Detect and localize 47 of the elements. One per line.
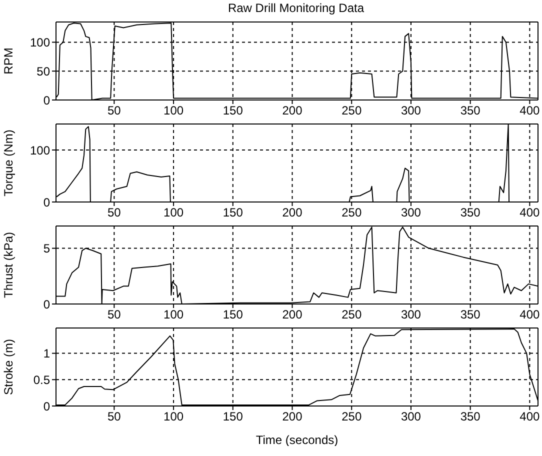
y-tick-label: 100 (30, 35, 50, 50)
x-tick-label: 50 (107, 308, 122, 322)
x-tick-label: 200 (282, 104, 303, 118)
x-tick-label: 100 (164, 308, 184, 322)
y-tick-label: 0 (43, 93, 50, 108)
x-tick-label: 250 (342, 308, 362, 322)
y-tick-label: 0 (43, 399, 50, 414)
y-tick-label: 1 (43, 346, 50, 361)
x-tick-label: 300 (400, 206, 422, 220)
y-tick-label: 0 (43, 195, 50, 210)
x-tick-label: 150 (222, 410, 244, 424)
x-tick-label: 250 (342, 206, 362, 220)
x-tick-label: 100 (164, 410, 184, 424)
x-tick-label: 350 (460, 104, 481, 118)
y-axis-title: Stroke (m) (1, 338, 16, 396)
x-tick-label: 350 (460, 410, 481, 424)
x-tick-label: 300 (400, 308, 422, 322)
x-tick-label: 400 (520, 104, 540, 118)
y-tick-label: 5 (43, 242, 50, 256)
x-tick-label: 200 (282, 308, 303, 322)
y-tick-label: 100 (30, 143, 50, 158)
y-axis-title: Torque (Nm) (1, 130, 16, 196)
x-tick-label: 50 (107, 206, 122, 220)
x-tick-label: 50 (107, 410, 122, 424)
x-tick-label: 400 (520, 410, 540, 424)
y-tick-label: 50 (36, 64, 50, 78)
x-tick-label: 200 (282, 206, 303, 220)
y-tick-label: 0 (43, 297, 50, 312)
x-tick-label: 200 (282, 410, 303, 424)
x-tick-label: 250 (342, 410, 362, 424)
x-tick-label: 300 (400, 104, 422, 118)
x-tick-label: 350 (460, 308, 481, 322)
x-tick-label: 150 (222, 308, 244, 322)
chart-title: Raw Drill Monitoring Data (226, 0, 366, 16)
x-tick-label: 150 (222, 206, 244, 220)
x-tick-label: 150 (222, 104, 244, 118)
x-tick-label: 400 (520, 308, 540, 322)
y-tick-label: 0.5 (33, 372, 50, 387)
x-tick-label: 100 (164, 104, 184, 118)
x-tick-label: 300 (400, 410, 422, 424)
y-axis-title: Thrust (kPa) (1, 232, 16, 298)
x-tick-label: 250 (342, 104, 362, 118)
y-axis-title: RPM (1, 48, 16, 74)
x-tick-label: 350 (460, 206, 481, 220)
x-tick-label: 100 (164, 206, 184, 220)
x-tick-label: 50 (107, 104, 122, 118)
x-tick-label: 400 (520, 206, 540, 220)
